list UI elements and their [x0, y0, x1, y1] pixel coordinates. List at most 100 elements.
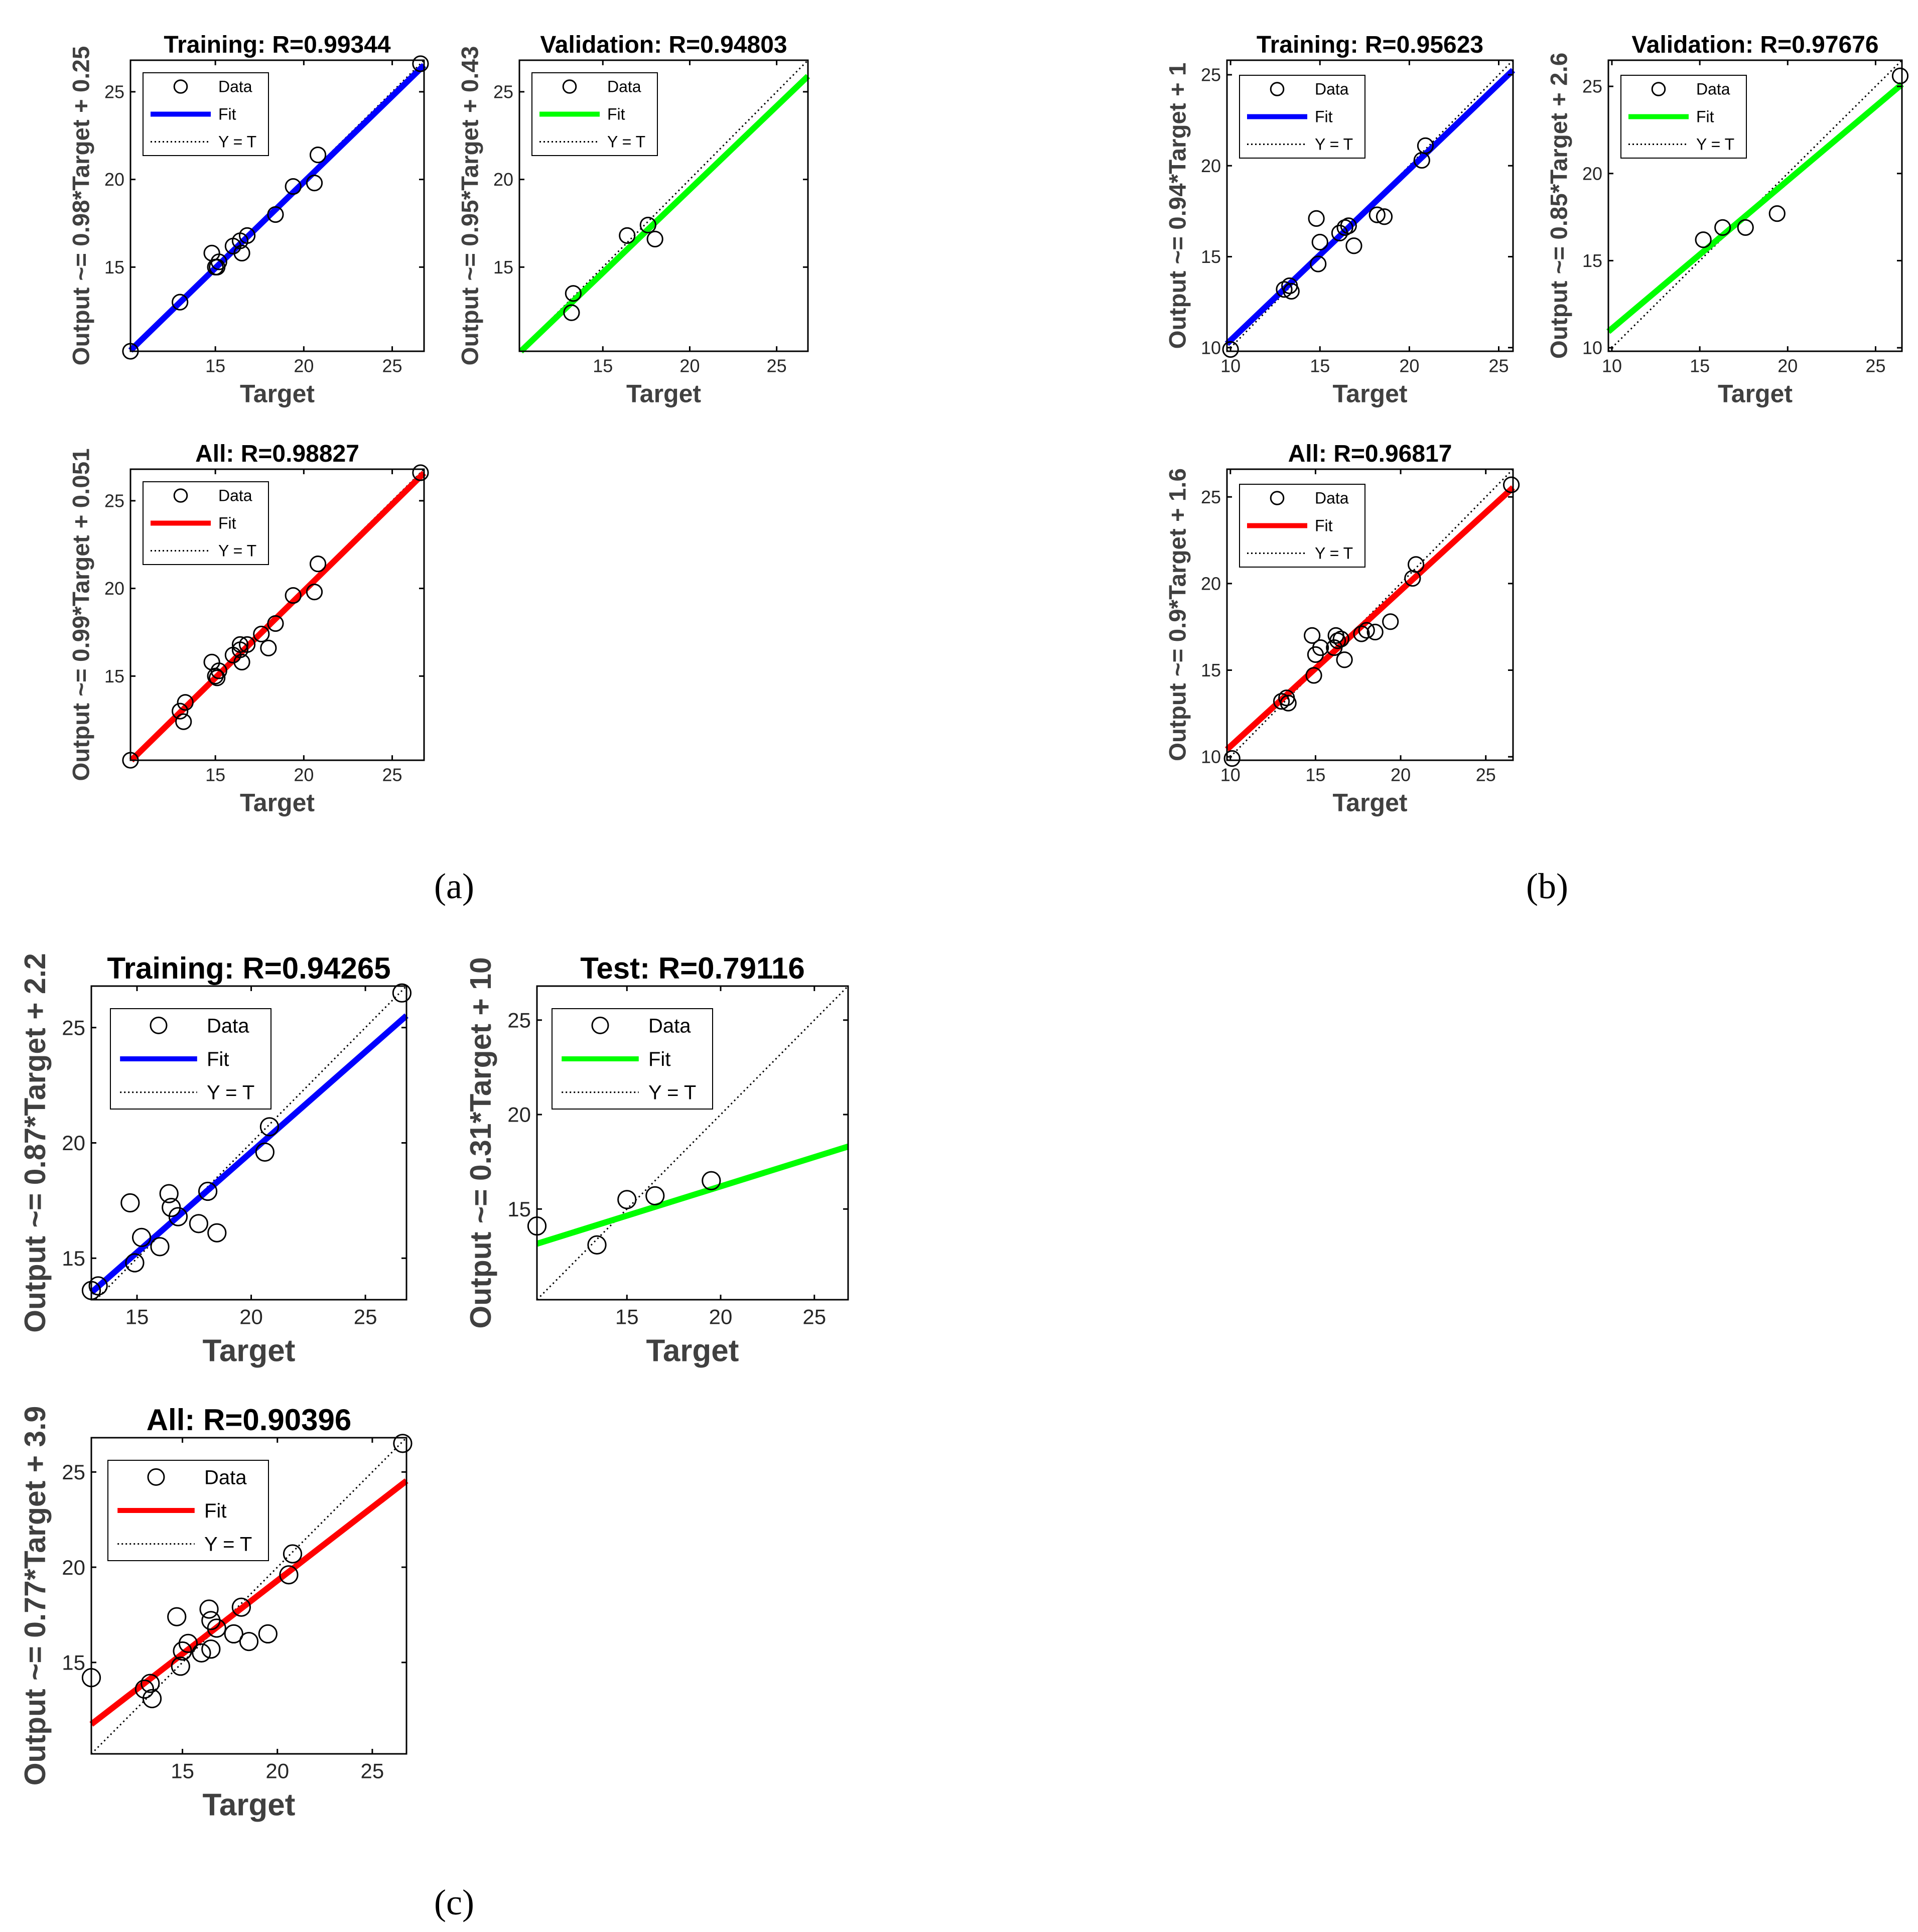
data-point	[412, 464, 429, 481]
data-point	[1273, 693, 1290, 710]
data-point	[88, 1276, 108, 1296]
legend-data-marker	[591, 1016, 609, 1034]
legend-fit-label: Fit	[1696, 108, 1714, 126]
legend: Data Fit Y = T	[107, 1460, 269, 1561]
x-tick-label: 20	[265, 1759, 289, 1782]
y-tick-label: 25	[104, 490, 124, 511]
data-point	[1340, 217, 1357, 234]
y-tick-label: 20	[507, 1103, 531, 1127]
legend-data-label: Data	[648, 1015, 691, 1037]
data-point	[1278, 689, 1295, 707]
x-tick-label: 10	[1220, 764, 1241, 785]
data-point	[1305, 667, 1322, 684]
data-point	[141, 1674, 160, 1693]
data-point	[168, 1207, 188, 1226]
reference-line	[95, 985, 407, 1301]
y-tick-label: 20	[1201, 573, 1221, 594]
data-point	[1223, 750, 1241, 767]
fit-line	[1606, 82, 1904, 334]
y-axis-label: Output ~= 0.98*Target + 0.25	[68, 46, 94, 366]
data-point	[617, 1190, 637, 1209]
y-tick-label: 15	[104, 666, 124, 686]
data-point	[1502, 476, 1520, 493]
legend: Data Fit Y = T	[110, 1008, 271, 1110]
axes-box	[518, 59, 809, 352]
legend-data-label: Data	[204, 1466, 247, 1488]
data-point	[645, 1186, 665, 1206]
data-point	[1368, 206, 1386, 223]
legend-fit-label: Fit	[204, 1500, 226, 1522]
data-point	[178, 1633, 198, 1653]
y-axis-label: Output ~= 0.77*Target + 3.9	[19, 1406, 52, 1786]
data-point	[209, 669, 226, 686]
y-tick-label: 20	[104, 169, 124, 190]
data-point	[1366, 623, 1384, 641]
legend-data-marker	[1270, 82, 1285, 96]
y-tick-label: 10	[1201, 747, 1221, 767]
y-tick-label: 10	[1201, 337, 1221, 358]
plot-title: Training: R=0.95623	[1257, 32, 1483, 58]
legend-yt-label: Y = T	[207, 1082, 254, 1104]
x-tick-label: 20	[1399, 355, 1419, 376]
data-point	[1329, 632, 1346, 649]
data-point	[231, 1597, 251, 1617]
data-point	[283, 1544, 303, 1564]
legend-data-marker	[173, 79, 188, 94]
data-point	[142, 1689, 162, 1709]
y-tick-label: 20	[1201, 156, 1221, 176]
legend: Data Fit Y = T	[1239, 484, 1365, 568]
caption-c: (c)	[434, 1882, 474, 1922]
data-point	[233, 244, 250, 261]
legend-data-marker	[562, 79, 577, 94]
data-point	[207, 1223, 227, 1243]
x-axis-label: Target	[626, 379, 701, 407]
data-point	[1768, 205, 1786, 222]
x-tick-label: 20	[294, 355, 314, 376]
legend-data-marker	[1651, 82, 1666, 96]
legend-yt-label: Y = T	[1696, 135, 1734, 154]
legend: Data Fit Y = T	[531, 72, 658, 156]
plot-a-3: 15 20 25 15 20 25 All: R=0.98827 Target Output ~…	[68, 441, 429, 816]
data-point	[199, 1599, 219, 1619]
data-point	[306, 174, 323, 192]
y-tick-label: 25	[1201, 65, 1221, 85]
legend-data-label: Data	[1315, 80, 1349, 98]
data-point	[619, 227, 636, 244]
plot-title: Validation: R=0.94803	[540, 32, 787, 58]
data-point	[1312, 639, 1329, 656]
data-point	[1311, 233, 1328, 251]
x-tick-label: 25	[1865, 355, 1885, 376]
y-tick-label: 25	[493, 81, 513, 102]
data-point	[267, 615, 284, 632]
x-tick-label: 20	[294, 764, 314, 785]
legend-yt-label: Y = T	[218, 542, 256, 560]
legend: Data Fit Y = T	[143, 72, 269, 156]
data-point	[1308, 210, 1325, 227]
x-tick-label: 15	[205, 764, 225, 785]
axes-box	[129, 468, 425, 761]
data-point	[238, 636, 256, 653]
axes-box	[90, 1437, 407, 1755]
y-tick-label: 20	[104, 578, 124, 599]
y-tick-label: 20	[62, 1131, 85, 1155]
data-point	[1336, 651, 1353, 668]
y-tick-label: 15	[1582, 250, 1602, 271]
data-point	[1276, 281, 1293, 298]
legend-fit-label: Fit	[607, 105, 625, 123]
plot-a-1: 15 20 25 15 20 25 Training: R=0.99344 Target Out…	[68, 32, 429, 407]
data-point	[1345, 237, 1362, 254]
x-tick-label: 15	[1690, 355, 1710, 376]
data-point	[646, 230, 663, 248]
x-axis-label: Target	[203, 1788, 296, 1823]
y-axis-label: Output ~= 0.85*Target + 2.6	[1546, 53, 1572, 359]
legend-fit-label: Fit	[218, 514, 236, 532]
data-point	[258, 1624, 278, 1644]
legend: Data Fit Y = T	[143, 481, 269, 565]
data-point	[1382, 613, 1399, 630]
data-point	[306, 583, 323, 601]
data-point	[1310, 255, 1327, 272]
plot-b-1: 10 15 20 25 10 15 20 25 Training: R=0.95623 Targe…	[1164, 32, 1516, 407]
x-tick-label: 20	[1777, 355, 1798, 376]
x-tick-label: 15	[205, 355, 225, 376]
